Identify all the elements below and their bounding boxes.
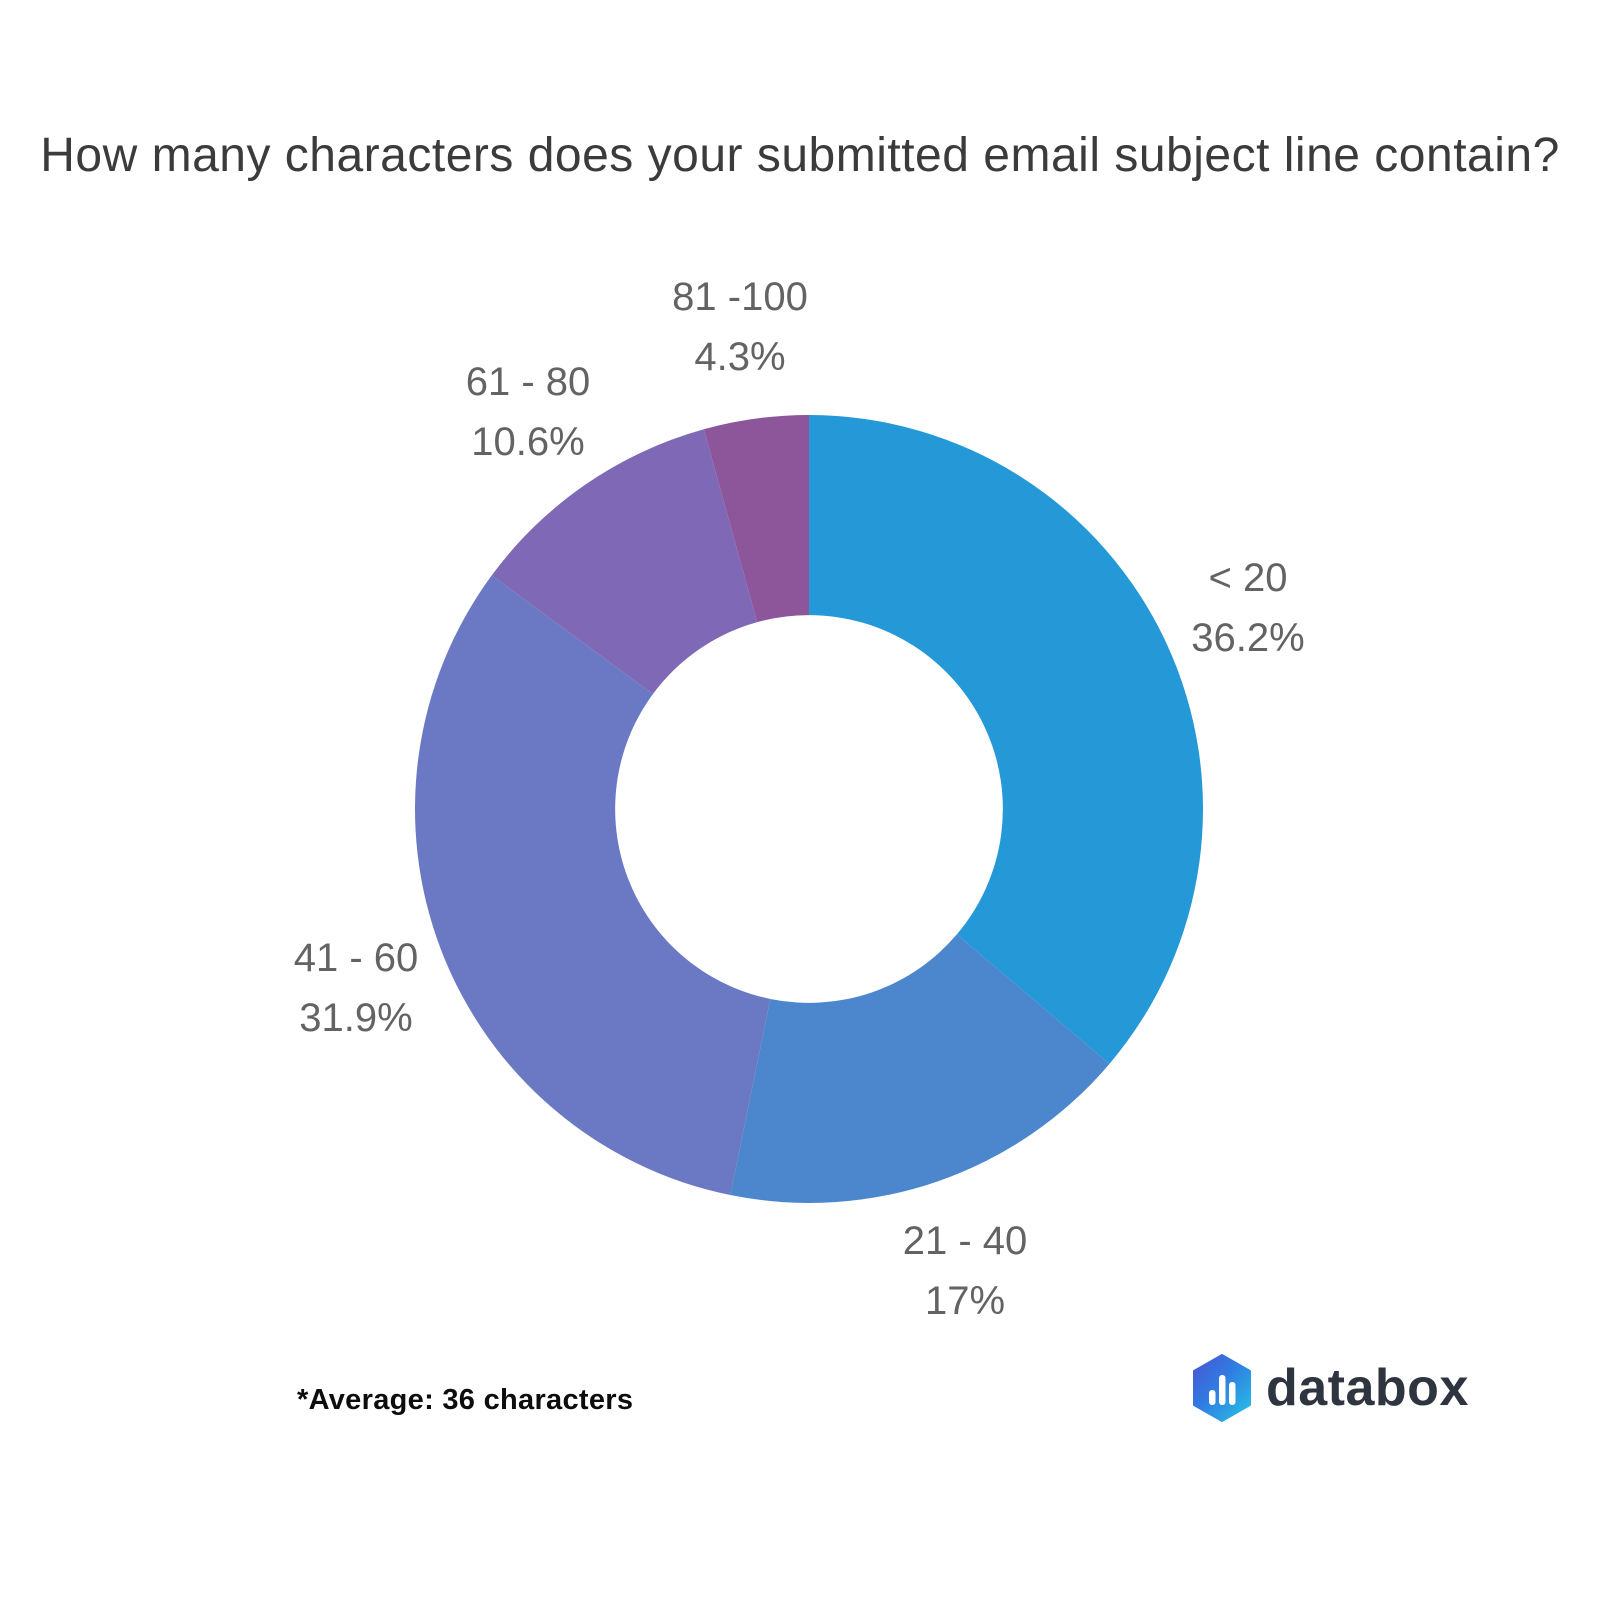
chart-title: How many characters does your submitted …: [40, 129, 1560, 182]
bar-tall: [1219, 1375, 1226, 1405]
databox-hexagon-icon: [1193, 1354, 1251, 1422]
donut-slice-4: [703, 415, 809, 623]
slice-value: 10.6%: [471, 420, 585, 464]
slice-value: 17%: [924, 1279, 1006, 1323]
slice-label-61-80: 61 - 80 10.6%: [466, 352, 591, 472]
slice-label-21-40: 21 - 40 17%: [903, 1211, 1028, 1331]
donut-slice-2: [414, 575, 771, 1196]
donut-slice-1: [730, 934, 1110, 1203]
donut-slice-3: [491, 429, 758, 695]
slice-value: 31.9%: [299, 996, 413, 1040]
slice-category: 41 - 60: [293, 936, 419, 980]
donut-chart-svg: [414, 415, 1203, 1203]
bar-small: [1209, 1390, 1216, 1405]
donut-slice-0: [809, 415, 1203, 1064]
slice-label-lt-20: < 20 36.2%: [1191, 548, 1304, 668]
slice-value: 4.3%: [694, 335, 786, 379]
slice-label-41-60: 41 - 60 31.9%: [294, 928, 419, 1048]
slice-label-81-100: 81 -100 4.3%: [672, 267, 808, 387]
databox-logo: databox: [1192, 1354, 1469, 1422]
slice-category: 61 - 80: [465, 360, 591, 404]
bar-medium: [1229, 1382, 1236, 1405]
slice-value: 36.2%: [1191, 616, 1305, 660]
slice-category: 21 - 40: [902, 1219, 1028, 1263]
average-footnote: *Average: 36 characters: [297, 1384, 634, 1416]
donut-chart: [414, 415, 1203, 1203]
databox-wordmark: databox: [1266, 1359, 1469, 1417]
slice-category: 81 -100: [672, 275, 808, 319]
slice-category: < 20: [1208, 556, 1288, 600]
